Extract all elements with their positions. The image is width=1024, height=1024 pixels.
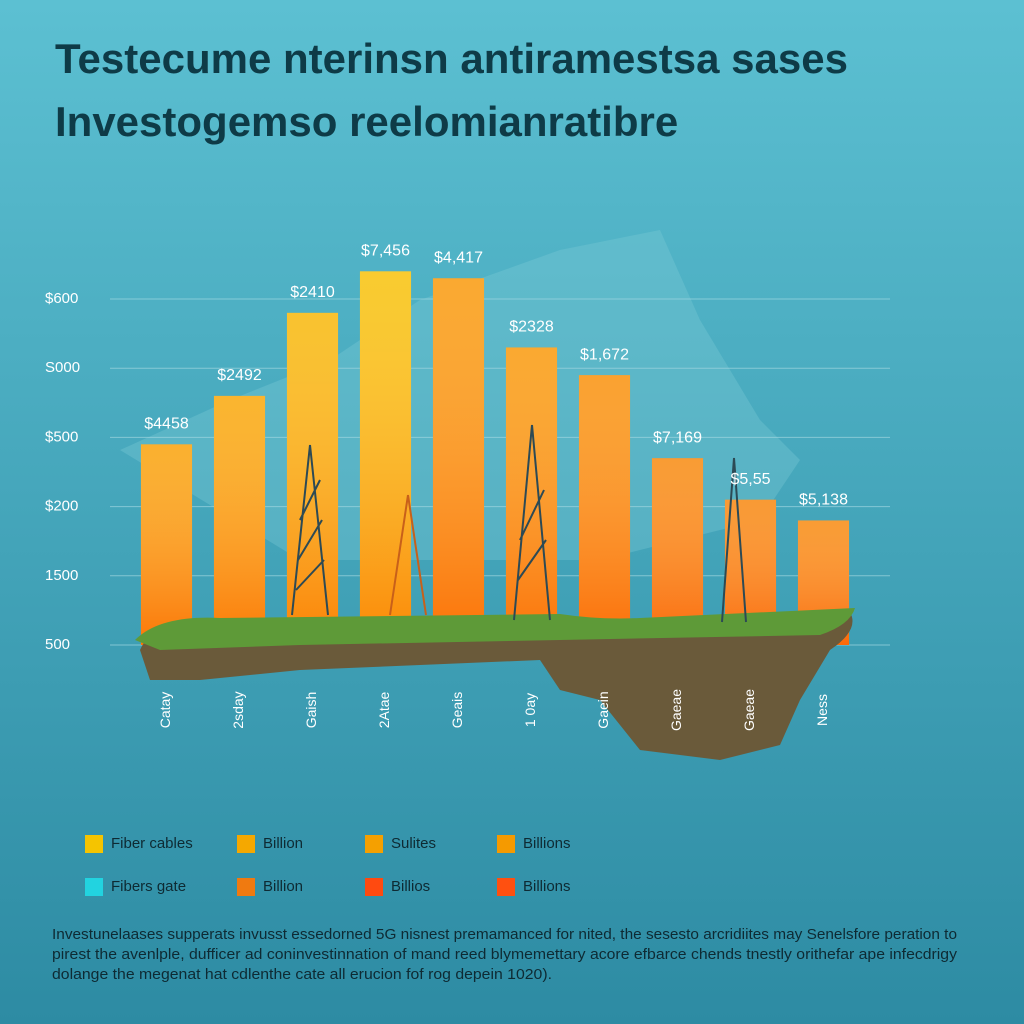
y-tick-label: 1500 (45, 567, 78, 584)
x-tick-label: Geais (449, 692, 465, 729)
footnote: Investunelaases supperats invusst essedo… (52, 927, 958, 983)
footnote-line: dolange the megenat hat cdlenthe cate al… (52, 967, 552, 983)
bar-label: $7,456 (361, 243, 410, 260)
bar-label: $2492 (217, 367, 262, 384)
x-tick-label: Gaein (595, 691, 611, 728)
x-tick-label: 1 0ay (522, 693, 538, 727)
bar-shade (505, 347, 558, 645)
x-tick-label: Catay (157, 692, 173, 729)
bar-shade (213, 395, 266, 645)
legend-label: Billions (523, 835, 571, 852)
y-tick-label: 500 (45, 636, 70, 653)
legend-swatch (497, 835, 515, 853)
bars (140, 271, 850, 645)
bar-shade (140, 444, 193, 645)
y-tick-label: $500 (45, 428, 78, 445)
legend-label: Billions (523, 878, 571, 895)
bar-label: $2410 (290, 284, 335, 301)
bar-label: $2328 (509, 319, 554, 336)
x-tick-label: Gaeae (741, 689, 757, 731)
legend-swatch (497, 878, 515, 896)
legend-label: Billios (391, 878, 430, 895)
legend-swatch (365, 878, 383, 896)
legend: Fiber cables Billion Sulites Billions Fibers… (85, 835, 571, 896)
bar-shade (359, 271, 412, 645)
bar-label: $5,55 (730, 471, 770, 488)
grid: 500 1500 $200 $500 S000 $600 (45, 290, 890, 653)
bar-label: $7,169 (653, 429, 702, 446)
x-tick-label: 2Atae (376, 691, 392, 728)
chart-title: Testecume nterinsn antiramestsa sases (55, 35, 848, 82)
footnote-line: Investunelaases supperats invusst essedo… (52, 927, 957, 943)
grass (135, 608, 855, 650)
legend-swatch (237, 878, 255, 896)
bar-label: $1,672 (580, 346, 629, 363)
legend-label: Fiber cables (111, 835, 193, 852)
legend-label: Billion (263, 835, 303, 852)
y-tick-label: S000 (45, 359, 80, 376)
ground (140, 612, 853, 760)
legend-label: Sulites (391, 835, 436, 852)
bar-shade (651, 458, 704, 645)
y-tick-label: $200 (45, 498, 78, 515)
legend-swatch (85, 835, 103, 853)
towers (291, 424, 747, 623)
legend-swatch (85, 878, 103, 896)
bar-label: $4458 (144, 416, 189, 433)
bar-label: $4,417 (434, 249, 483, 266)
legend-swatch (365, 835, 383, 853)
x-tick-label: 2sday (230, 691, 246, 728)
x-tick-label: Ness (814, 694, 830, 726)
footnote-line: pirest the avenlple, dufficer ad coninve… (52, 947, 958, 963)
bar-label: $5,138 (799, 492, 848, 509)
bar-shade (432, 278, 485, 645)
legend-label: Billion (263, 878, 303, 895)
bar-labels: $4458 Catay $2492 2sday $2410 Gaish $7,456 2Ata… (144, 243, 848, 731)
x-tick-label: Gaish (303, 692, 319, 729)
x-tick-label: Gaeae (668, 689, 684, 731)
bar-shade (578, 375, 631, 645)
legend-swatch (237, 835, 255, 853)
y-tick-label: $600 (45, 290, 78, 307)
chart-title: Investogemso reelomianratibre (55, 98, 678, 145)
legend-label: Fibers gate (111, 878, 186, 895)
